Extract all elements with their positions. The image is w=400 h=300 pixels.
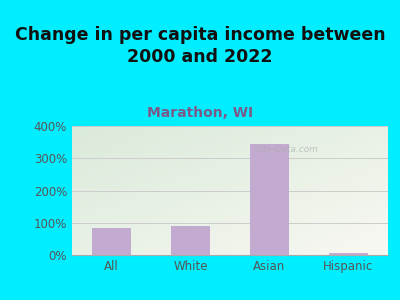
Bar — [329, 254, 368, 255]
Bar — [250, 144, 289, 255]
Bar — [92, 228, 131, 255]
Bar — [171, 226, 210, 255]
Text: City-Data.com: City-Data.com — [255, 145, 319, 154]
Text: Marathon, WI: Marathon, WI — [147, 106, 253, 120]
Text: Change in per capita income between
2000 and 2022: Change in per capita income between 2000… — [15, 26, 385, 66]
